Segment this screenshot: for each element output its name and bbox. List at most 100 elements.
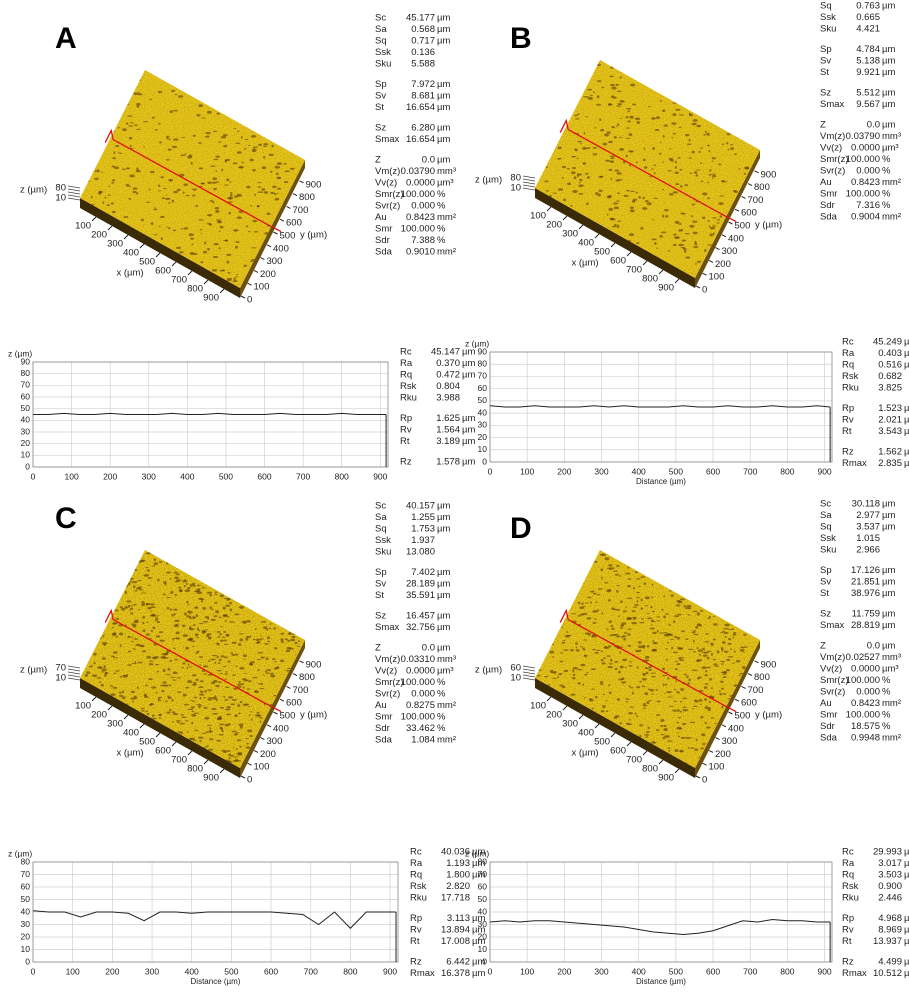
y-tick-label: 500 [280, 231, 296, 242]
speck [608, 140, 613, 144]
speck [702, 192, 708, 196]
speck [143, 146, 146, 148]
speck [620, 600, 623, 604]
speck [132, 187, 138, 190]
speck [639, 734, 642, 738]
x-tick [610, 732, 616, 738]
param-unit: µm [462, 413, 475, 424]
speck [612, 96, 617, 99]
speck [650, 605, 653, 609]
speck [740, 646, 745, 649]
speck [723, 628, 729, 630]
speck [249, 661, 256, 664]
surface-side [535, 678, 695, 778]
speck [273, 627, 277, 630]
speck [196, 114, 201, 117]
speck [236, 753, 241, 755]
speck [219, 672, 224, 675]
speck [172, 679, 177, 681]
x-tick-label: 400 [123, 248, 139, 259]
speck [672, 191, 678, 194]
speck [224, 723, 230, 727]
speck [112, 623, 116, 625]
speck [252, 168, 256, 172]
speck [109, 685, 114, 687]
speck [212, 256, 219, 259]
speck [113, 632, 117, 635]
speck [696, 612, 700, 616]
y-tick [260, 737, 265, 741]
speck [223, 695, 226, 698]
speck [145, 566, 149, 569]
speck [708, 615, 711, 619]
speck [558, 673, 563, 676]
speck [711, 173, 717, 175]
speck [688, 138, 691, 142]
speck [719, 693, 723, 696]
speck [703, 686, 708, 689]
param-unit: µm [437, 524, 450, 535]
speck [241, 678, 247, 681]
speck [660, 231, 667, 234]
speck [592, 146, 597, 149]
speck [592, 634, 595, 637]
param-name: Rmax [842, 968, 867, 979]
speck [697, 612, 700, 614]
speck [150, 606, 156, 609]
param-unit: µm [437, 567, 450, 578]
speck [656, 247, 659, 249]
panel-label: C [55, 502, 77, 535]
speck [274, 647, 278, 650]
surface-side [80, 678, 240, 778]
param-name: Rp [410, 913, 422, 924]
speck [703, 133, 707, 136]
speck [578, 182, 581, 184]
param-unit: mm² [437, 212, 456, 223]
param-value: 5.588 [411, 59, 435, 70]
speck [211, 707, 217, 711]
speck [131, 700, 134, 703]
speck [105, 671, 107, 675]
param-unit: µm [882, 120, 895, 131]
speck [688, 678, 691, 682]
speck [651, 649, 657, 652]
speck [280, 659, 285, 663]
y-tick-label: 20 [478, 432, 488, 442]
speck [213, 242, 219, 246]
speck [158, 190, 162, 192]
param-unit: µm [904, 913, 909, 924]
speck [108, 185, 111, 187]
speck [248, 680, 252, 683]
speck [128, 609, 131, 611]
x-tick-label: 400 [123, 728, 139, 739]
speck [702, 654, 708, 657]
speck [571, 171, 576, 175]
param-value: 7.972 [411, 79, 435, 90]
speck [195, 205, 199, 207]
y-tick-label: 40 [478, 906, 488, 916]
param-name: Sc [820, 499, 831, 510]
speck [187, 587, 191, 590]
speck [632, 606, 638, 608]
speck [199, 696, 202, 700]
x-tick-label: 200 [546, 710, 562, 721]
speck [195, 652, 198, 654]
speck [600, 568, 604, 572]
speck [115, 617, 120, 620]
param-name: Ra [410, 858, 423, 869]
speck [561, 685, 566, 689]
param-value: 16.654 [406, 102, 435, 113]
speck [702, 647, 705, 651]
speck [84, 674, 89, 677]
param-value: 0.8423 [851, 698, 880, 709]
speck [233, 756, 238, 758]
z-tick-label: 80 [510, 173, 521, 184]
speck [584, 673, 588, 676]
speck [684, 184, 689, 186]
x-tick-label: 700 [743, 466, 757, 476]
speck [595, 601, 598, 604]
param-name: Sv [820, 56, 831, 67]
param-value: 2.021 [878, 415, 902, 426]
speck [607, 665, 613, 669]
speck [709, 678, 713, 681]
